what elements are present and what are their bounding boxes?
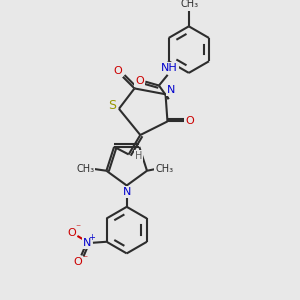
Text: O: O xyxy=(135,76,144,86)
Text: N: N xyxy=(167,85,176,95)
Text: CH₃: CH₃ xyxy=(76,164,94,174)
Text: +: + xyxy=(88,233,95,242)
Text: N: N xyxy=(122,187,131,197)
Text: O: O xyxy=(67,228,76,238)
Text: ⁻: ⁻ xyxy=(82,254,88,264)
Text: ⁻: ⁻ xyxy=(75,223,80,233)
Text: H: H xyxy=(135,152,142,161)
Text: CH₃: CH₃ xyxy=(155,164,173,174)
Text: O: O xyxy=(114,66,122,76)
Text: O: O xyxy=(185,116,194,126)
Text: CH₃: CH₃ xyxy=(181,0,199,9)
Text: NH: NH xyxy=(161,63,178,73)
Text: N: N xyxy=(83,238,91,248)
Text: S: S xyxy=(108,99,116,112)
Text: O: O xyxy=(73,257,82,267)
